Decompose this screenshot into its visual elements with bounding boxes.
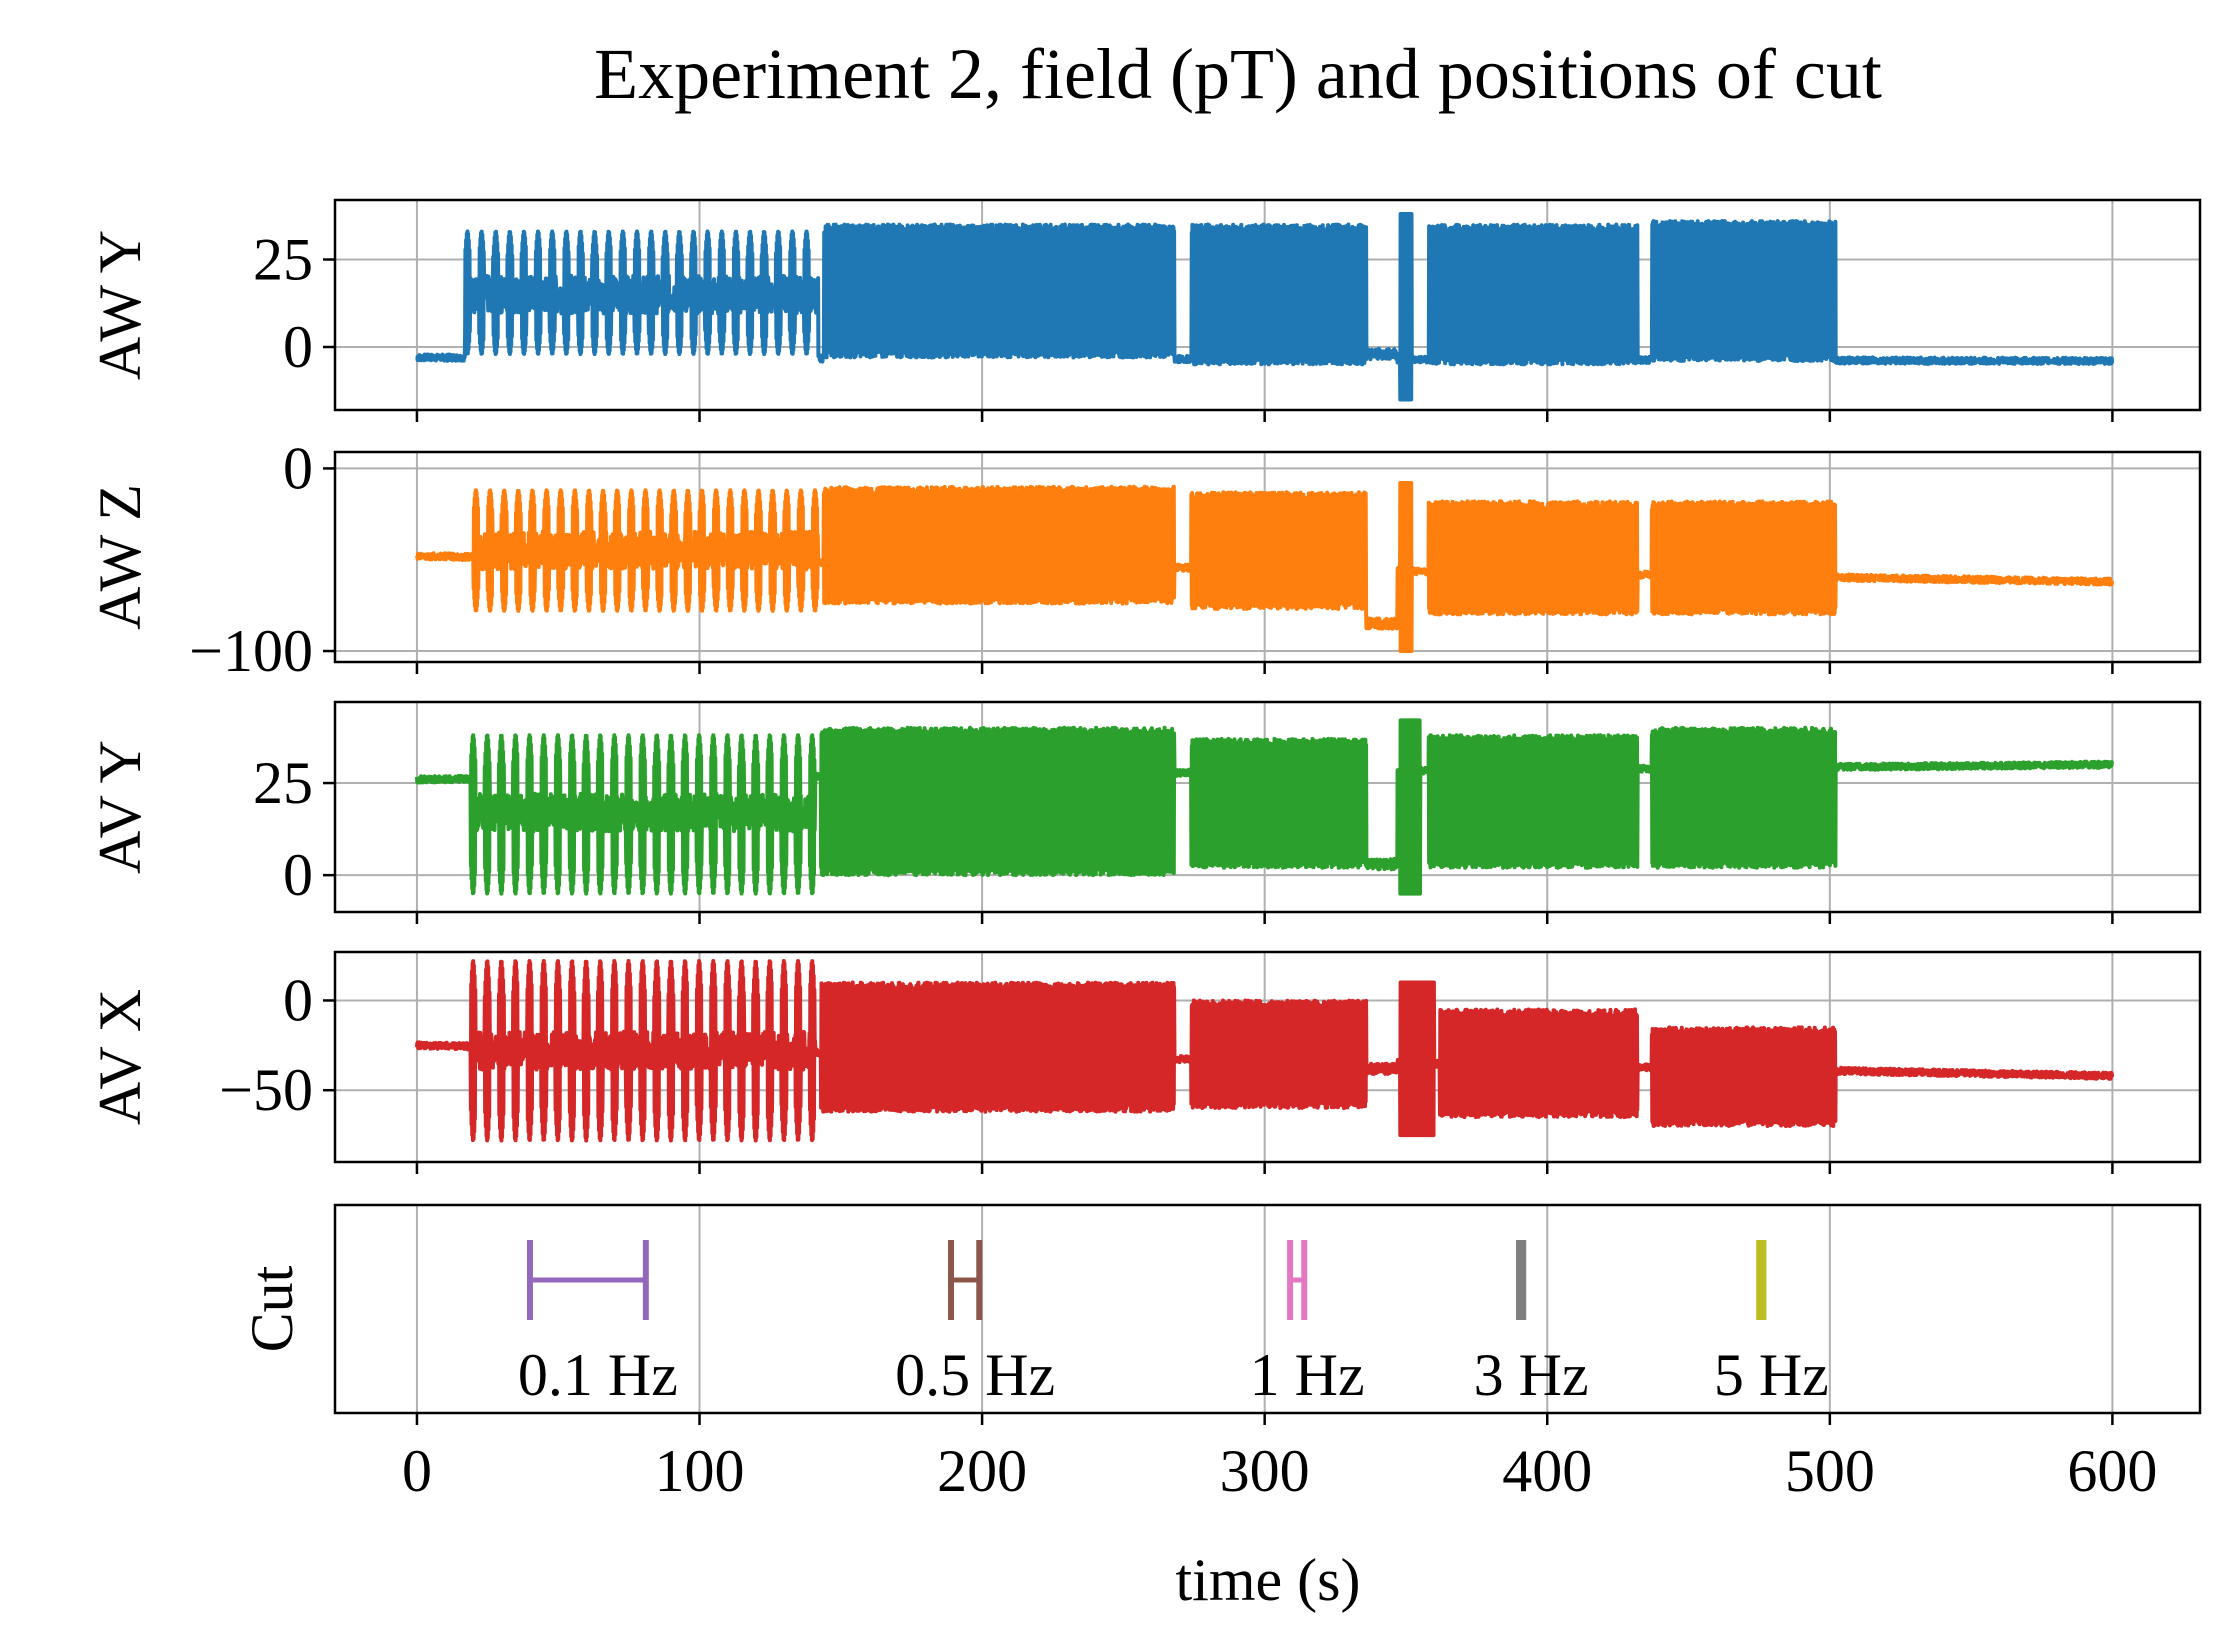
x-tick-label: 300: [1220, 1438, 1310, 1504]
y-axis-label: AV X: [87, 989, 153, 1125]
y-axis-label: AW Y: [87, 230, 153, 380]
y-tick-label: 25: [253, 227, 313, 293]
y-tick-label: 0: [283, 435, 313, 501]
x-tick-label: 500: [1785, 1438, 1875, 1504]
series-line: [414, 959, 2115, 1143]
y-tick-label: 0: [283, 842, 313, 908]
cut-panel: 0 100 200 300 400 500 600 Cut 0.1 Hz 0.5 Hz 1 Hz 3 …: [239, 1203, 2202, 1504]
panels: 0 25 AW Y −100 0 AW Z 0 25 AV Y −50 0 AV X: [87, 198, 2202, 1174]
y-tick-label: −50: [219, 1057, 313, 1123]
x-axis-label: time (s): [1176, 1547, 1361, 1613]
panel-aw-y: 0 25 AW Y: [87, 198, 2202, 422]
cut-marker: 3 Hz: [1474, 1240, 1589, 1408]
series-line: [415, 481, 2115, 653]
x-tick-label: 600: [2067, 1438, 2157, 1504]
panel-frame: [333, 450, 2202, 664]
y-tick-label: −100: [189, 618, 313, 684]
cut-label: 1 Hz: [1250, 1342, 1365, 1408]
y-axis-label: AV Y: [87, 740, 153, 874]
panel-aw-z: −100 0 AW Z: [87, 435, 2202, 684]
panel-av-x: −50 0 AV X: [87, 950, 2202, 1174]
series-line: [415, 212, 2115, 402]
cut-label: 0.1 Hz: [518, 1342, 678, 1408]
cut-y-axis-label: Cut: [239, 1265, 305, 1352]
chart-title: Experiment 2, field (pT) and positions o…: [594, 34, 1882, 114]
x-tick-label: 100: [655, 1438, 745, 1504]
x-tick-label: 400: [1502, 1438, 1592, 1504]
cut-marker: 0.1 Hz: [518, 1240, 678, 1408]
panel-av-y: 0 25 AV Y: [87, 700, 2202, 924]
y-tick-label: 0: [283, 967, 313, 1033]
cut-panel-frame: [333, 1203, 2202, 1415]
panel-frame: [333, 198, 2202, 412]
x-tick-label: 0: [402, 1438, 432, 1504]
cut-label: 0.5 Hz: [895, 1342, 1055, 1408]
cut-label: 5 Hz: [1714, 1342, 1829, 1408]
cut-marker: 5 Hz: [1714, 1240, 1829, 1408]
cut-marker: 0.5 Hz: [895, 1240, 1055, 1408]
y-tick-label: 25: [253, 750, 313, 816]
y-axis-label: AW Z: [87, 484, 153, 630]
series-line: [414, 718, 2115, 896]
cut-label: 3 Hz: [1474, 1342, 1589, 1408]
y-tick-label: 0: [283, 314, 313, 380]
cut-marker: 1 Hz: [1250, 1240, 1365, 1408]
panel-frame: [333, 950, 2202, 1164]
panel-frame: [333, 700, 2202, 914]
x-tick-label: 200: [937, 1438, 1027, 1504]
